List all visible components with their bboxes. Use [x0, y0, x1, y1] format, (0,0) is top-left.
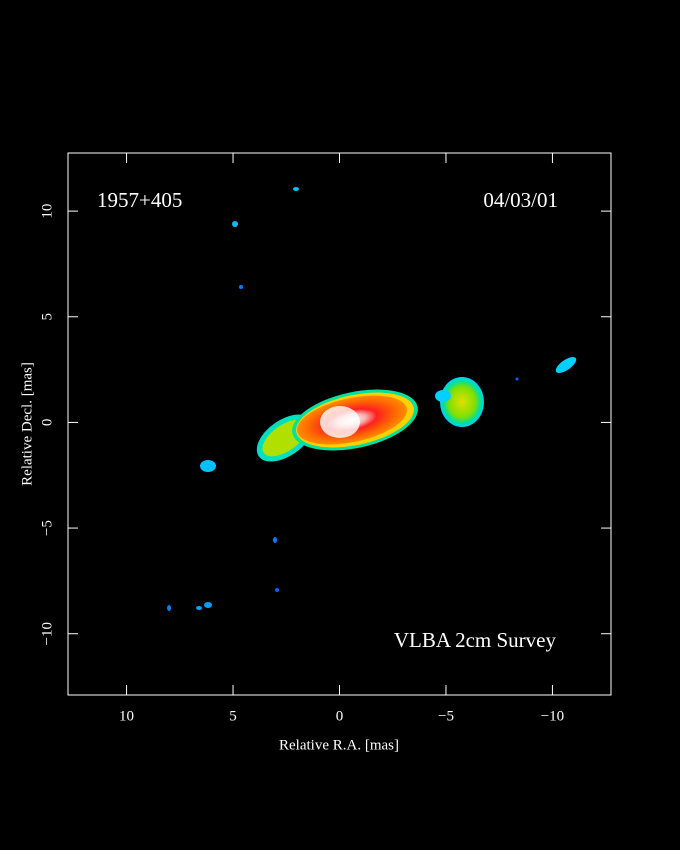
x-tick-label: 0 [336, 708, 344, 724]
epoch: 04/03/01 [483, 188, 558, 212]
noise [239, 285, 243, 289]
source-name: 1957+405 [97, 188, 182, 212]
noise [204, 602, 212, 608]
knot [555, 356, 577, 374]
y-tick-label: −5 [39, 520, 55, 536]
x-axis-label: Relative R.A. [mas] [279, 737, 399, 753]
y-tick-label: −10 [39, 622, 55, 645]
y-tick-label: 0 [39, 419, 55, 427]
noise [167, 605, 171, 611]
noise [293, 187, 299, 191]
knot [435, 390, 451, 402]
knot [200, 460, 216, 472]
y-tick-label: 10 [39, 204, 55, 219]
noise [275, 588, 279, 592]
survey-label: VLBA 2cm Survey [394, 628, 557, 652]
core-peak [320, 406, 360, 438]
x-tick-label: −10 [541, 708, 564, 724]
noise [515, 377, 519, 381]
y-tick-label: 5 [39, 313, 55, 321]
noise [232, 221, 238, 227]
x-tick-label: −5 [438, 708, 454, 724]
x-tick-label: 10 [119, 708, 134, 724]
knot [440, 377, 484, 427]
radio-image [167, 187, 577, 611]
y-axis-label: Relative Decl. [mas] [19, 362, 35, 486]
noise [196, 606, 202, 610]
x-tick-label: 5 [229, 708, 237, 724]
noise [273, 537, 277, 543]
